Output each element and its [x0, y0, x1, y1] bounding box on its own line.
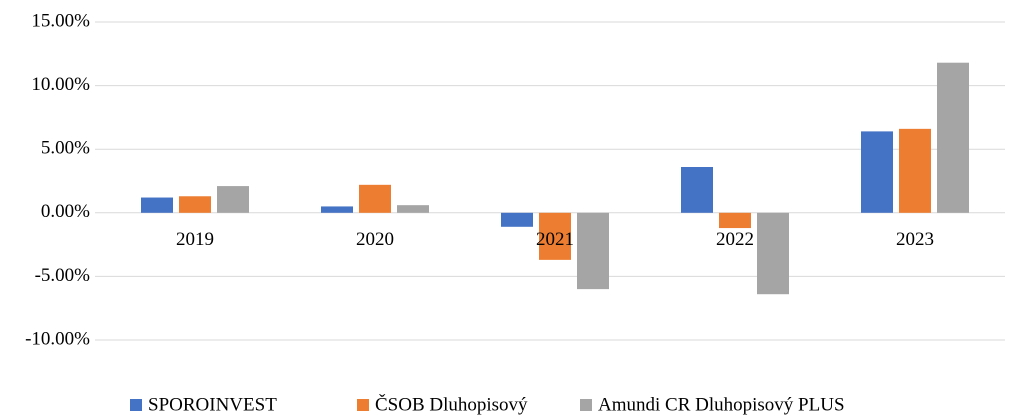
x-tick-label: 2023 — [896, 229, 934, 250]
y-tick-label: 5.00% — [41, 138, 90, 159]
bar — [719, 212, 751, 229]
x-tick-label: 2019 — [176, 229, 214, 250]
bar — [321, 206, 353, 213]
legend-label: Amundi CR Dluhopisový PLUS — [598, 394, 845, 415]
bar — [681, 167, 713, 213]
x-tick-label: 2022 — [716, 229, 754, 250]
legend-marker — [357, 399, 369, 411]
bar — [179, 196, 211, 213]
legend-label: ČSOB Dluhopisový — [375, 393, 528, 415]
y-tick-label: 0.00% — [41, 201, 90, 222]
bar — [899, 128, 931, 213]
bar — [577, 212, 609, 290]
legend-label: SPOROINVEST — [148, 394, 277, 415]
legend-marker — [580, 399, 592, 411]
bar — [359, 184, 391, 213]
y-tick-label: -5.00% — [35, 265, 91, 286]
bar — [501, 212, 533, 227]
bar — [861, 131, 893, 213]
y-tick-label: -10.00% — [25, 328, 90, 349]
bar — [397, 205, 429, 213]
y-tick-label: 15.00% — [31, 10, 90, 31]
legend-marker — [130, 399, 142, 411]
bar — [757, 212, 789, 295]
bar — [937, 62, 969, 213]
bar — [141, 197, 173, 213]
x-tick-label: 2021 — [536, 229, 574, 250]
bar — [217, 186, 249, 213]
bar — [539, 212, 571, 260]
y-tick-label: 10.00% — [31, 74, 90, 95]
x-tick-label: 2020 — [356, 229, 394, 250]
